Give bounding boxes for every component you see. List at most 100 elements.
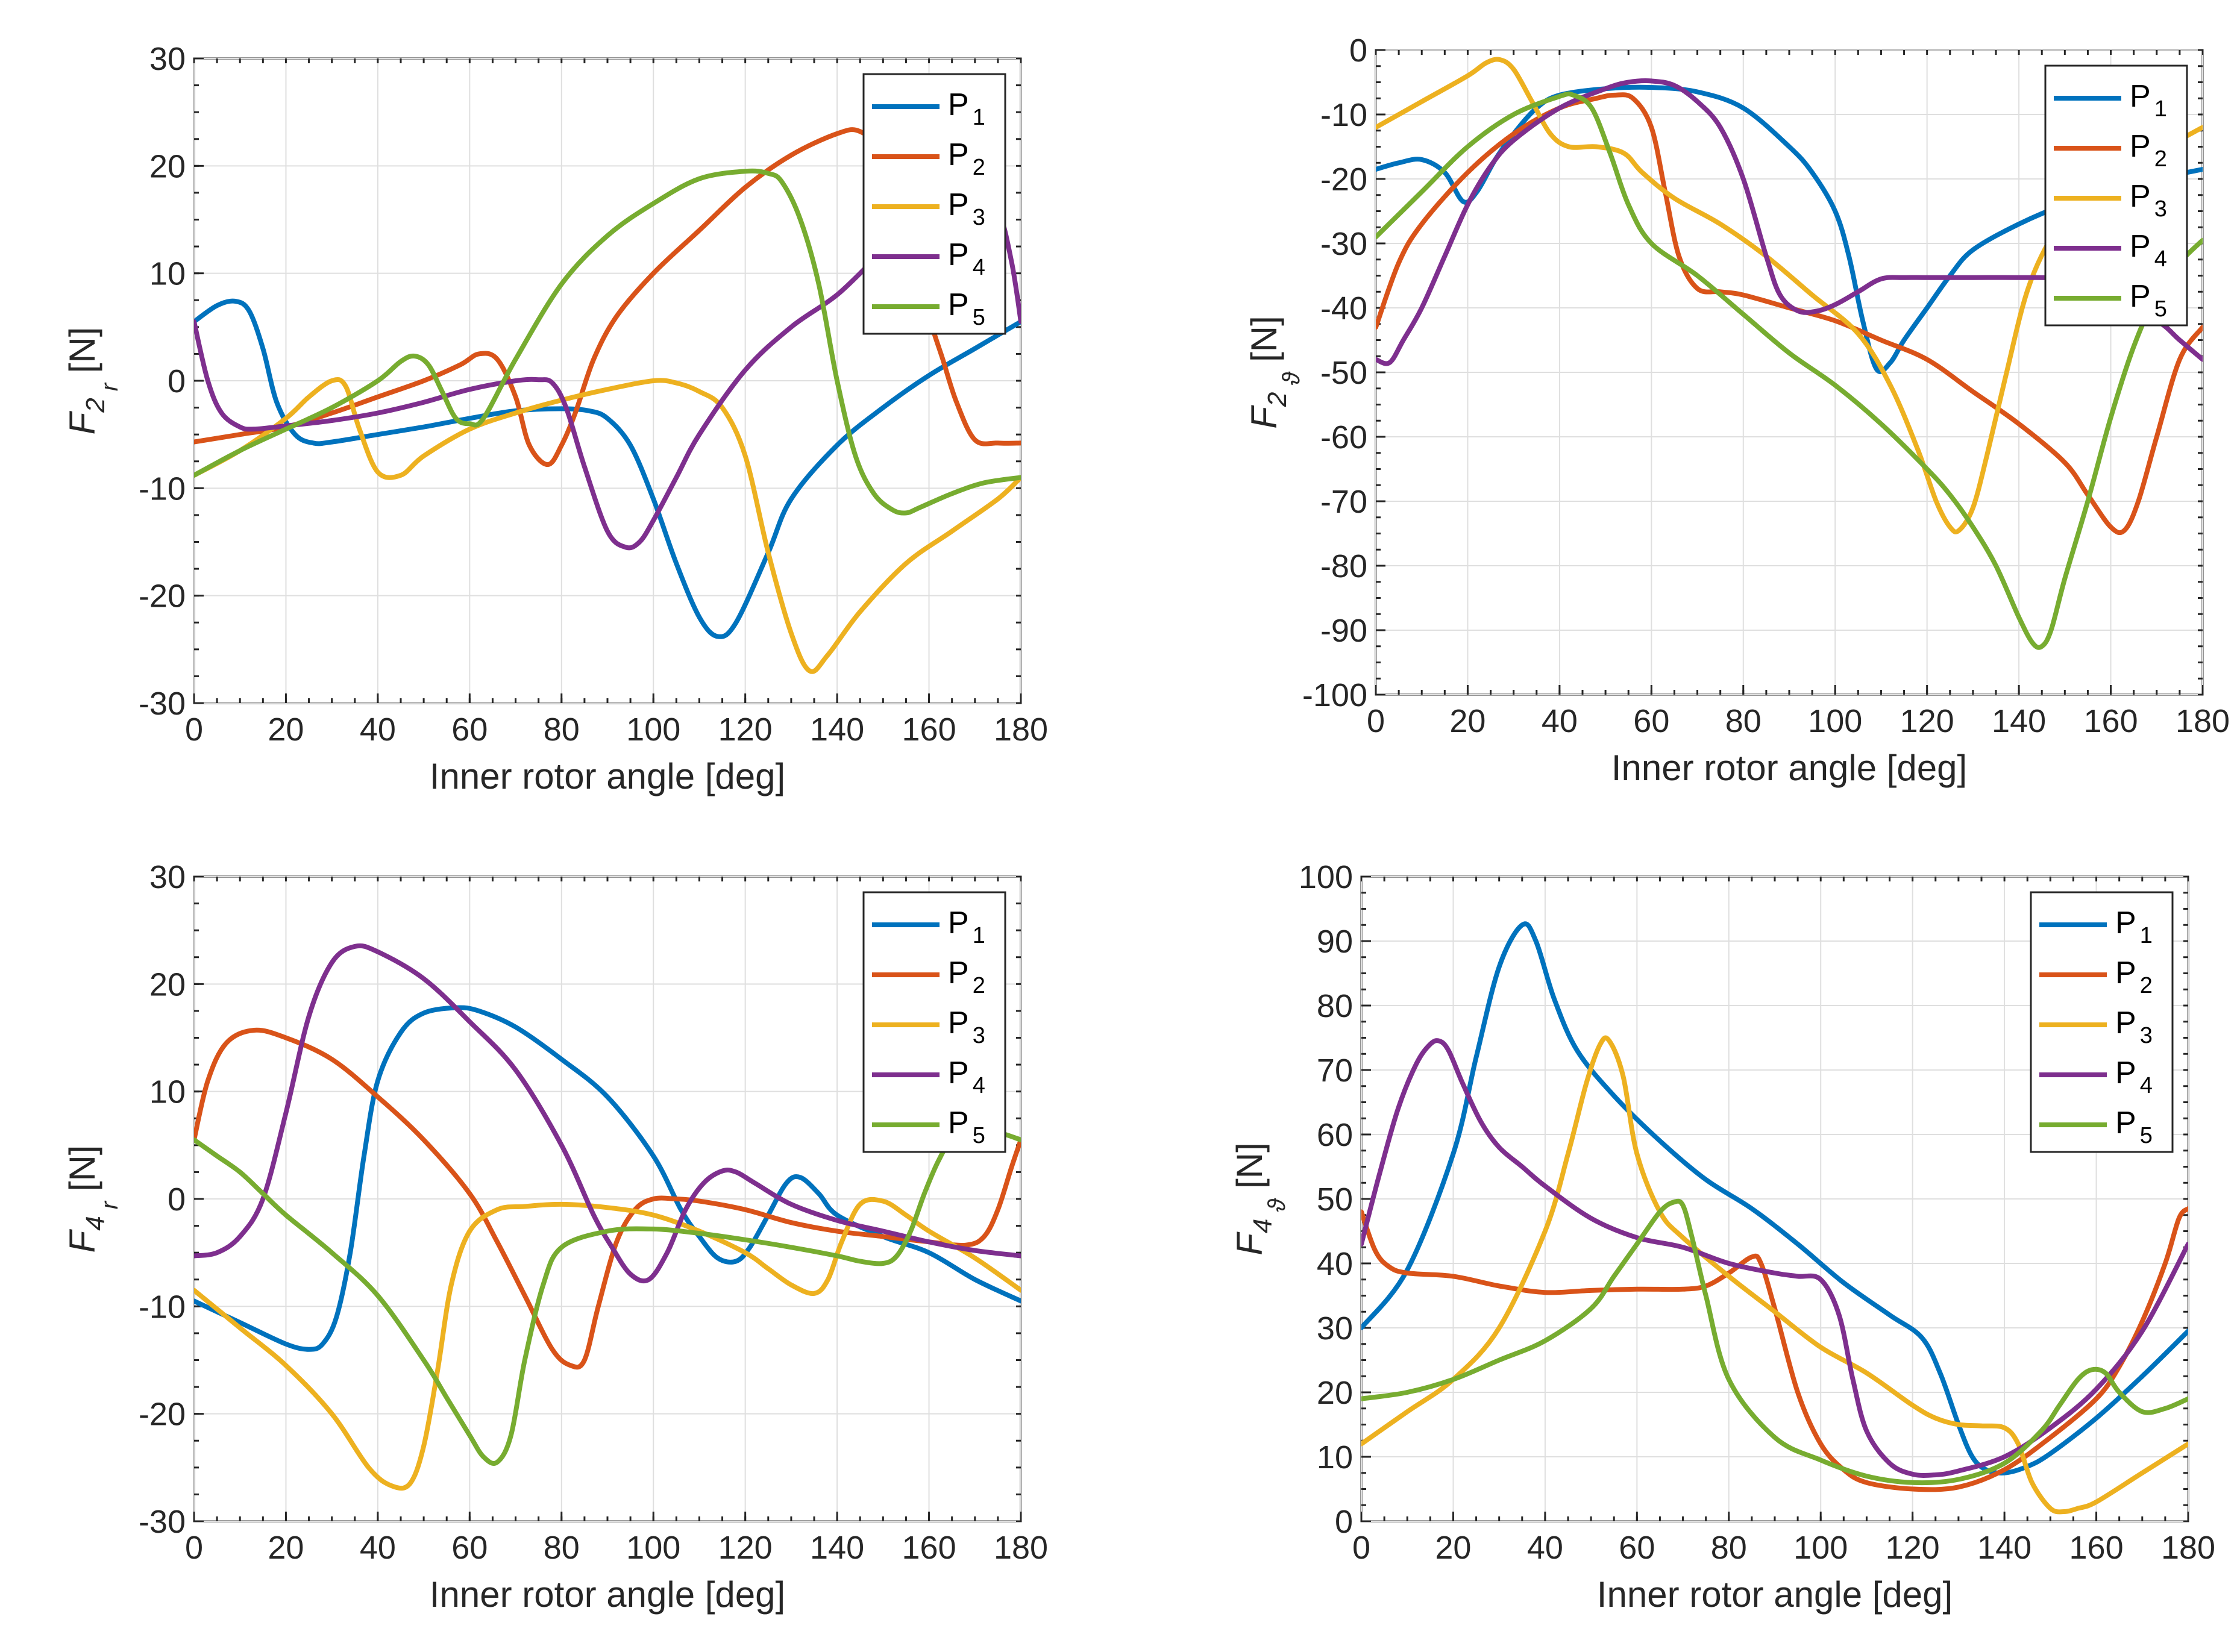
x-tick-label: 120	[1900, 703, 1954, 739]
legend-label-sub: 3	[2154, 196, 2167, 222]
x-tick-label: 40	[360, 1530, 396, 1566]
x-tick-label: 100	[1808, 703, 1862, 739]
y-label-sub1: 4	[1248, 1219, 1278, 1233]
series-line-p5	[1361, 1198, 2188, 1486]
x-tick-label: 40	[360, 712, 396, 748]
legend-label-main: P	[948, 1006, 969, 1040]
x-tick-label: 80	[1711, 1530, 1747, 1566]
x-tick-label: 80	[544, 1530, 580, 1566]
x-tick-label: 160	[902, 712, 956, 748]
legend-label-sub: 4	[2140, 1073, 2153, 1098]
x-tick-label: 0	[1367, 703, 1385, 739]
legend-label-sub: 3	[973, 1023, 985, 1048]
y-tick-label: 30	[149, 41, 186, 77]
series-line-p5	[194, 1126, 1021, 1466]
y-tick-label: 20	[149, 966, 186, 1003]
y-label-unit: [N]	[1244, 316, 1284, 372]
subplot-f4theta: 0 20 40 60 80 100 120 140 160 180 0 10 20 30 40 50 60 70 8…	[1229, 859, 2215, 1615]
x-tick-label: 0	[185, 1530, 203, 1566]
legend-label-main: P	[948, 137, 969, 172]
y-tick-label: -90	[1320, 613, 1367, 649]
series-line-p4	[1361, 1038, 2188, 1478]
legend-label-sub: 4	[973, 255, 985, 280]
y-tick-label: 0	[168, 1181, 186, 1218]
y-tick-label: -80	[1320, 548, 1367, 584]
legend: P 1P 2P 3P 4P 5	[862, 891, 1006, 1153]
legend-label-main: P	[948, 1106, 969, 1140]
y-tick-label: -20	[139, 1397, 186, 1433]
series-line-p2	[1376, 92, 2203, 536]
y-tick-label: 10	[1317, 1439, 1353, 1475]
x-tick-label: 0	[1352, 1530, 1370, 1566]
x-tick-label: 20	[1449, 703, 1485, 739]
series-line-p1	[1361, 921, 2188, 1475]
x-tick-label: 120	[1886, 1530, 1940, 1566]
series-line-p2	[1361, 1206, 2188, 1492]
legend-label-sub: 5	[973, 1123, 985, 1148]
y-tick-label: -30	[139, 686, 186, 722]
legend-label-main: P	[2115, 1106, 2136, 1140]
series-line-p1	[194, 298, 1021, 639]
legend-label-main: P	[948, 237, 969, 272]
series-group	[1361, 921, 2188, 1515]
legend-label-sub: 1	[973, 923, 985, 948]
series-line-p4	[194, 943, 1021, 1284]
y-tick-label: -10	[1320, 97, 1367, 133]
y-axis-label: F4 r [N]	[62, 1145, 123, 1253]
y-tick-label: 50	[1317, 1181, 1353, 1218]
legend-box	[862, 891, 1006, 1153]
x-tick-label: 100	[626, 712, 680, 748]
x-tick-label: 140	[810, 712, 864, 748]
series-line-p1	[1376, 84, 2203, 374]
legend-label-sub: 1	[2154, 96, 2167, 122]
x-tick-label: 80	[544, 712, 580, 748]
y-tick-label: -20	[139, 578, 186, 615]
y-label-sub1: 2	[81, 398, 110, 413]
legend: P 1P 2P 3P 4P 5	[862, 73, 1006, 335]
series-line-p5	[194, 168, 1021, 516]
y-label-unit: [N]	[1229, 1142, 1270, 1198]
x-tick-label: 20	[268, 712, 304, 748]
x-tick-label: 120	[718, 712, 773, 748]
x-tick-label: 140	[810, 1530, 864, 1566]
subplot-f4r: 0 20 40 60 80 100 120 140 160 180 -30 -20 -10 0 10 20 30…	[62, 859, 1048, 1615]
x-tick-label: 180	[994, 712, 1048, 748]
x-tick-label: 120	[718, 1530, 773, 1566]
y-tick-label: -70	[1320, 484, 1367, 520]
legend-label-main: P	[2115, 956, 2136, 990]
y-label-sub2: r	[96, 382, 123, 398]
y-axis-label: F2 ϑ [N]	[1244, 316, 1305, 429]
y-tick-label: 20	[149, 148, 186, 184]
x-axis-label: Inner rotor angle [deg]	[430, 1574, 785, 1615]
x-tick-label: 60	[451, 1530, 488, 1566]
subplot-f2theta: 0 20 40 60 80 100 120 140 160 180-100-90-80-70-60…	[1244, 33, 2230, 788]
x-tick-label: 140	[1977, 1530, 2031, 1566]
legend-label-main: P	[2130, 129, 2151, 164]
legend-label-sub: 4	[2154, 246, 2167, 272]
x-axis-label: Inner rotor angle [deg]	[1611, 748, 1967, 788]
x-tick-label: 0	[185, 712, 203, 748]
y-tick-label: -60	[1320, 419, 1367, 455]
legend-label-sub: 5	[2140, 1123, 2153, 1148]
legend-label-main: P	[2130, 179, 2151, 214]
y-tick-label: -30	[1320, 226, 1367, 262]
subplot-f2r: 0 20 40 60 80 100 120 140 160 180 -30 -20 -10 0 10 20 30…	[62, 41, 1048, 796]
legend-label-main: P	[948, 87, 969, 122]
x-tick-label: 140	[1992, 703, 2046, 739]
series-group	[194, 943, 1021, 1491]
y-label-symbol: F	[1244, 405, 1284, 429]
y-tick-label: 10	[149, 256, 186, 292]
y-tick-label: -10	[139, 471, 186, 507]
legend-label-sub: 3	[973, 205, 985, 230]
legend-label-sub: 1	[2140, 923, 2153, 948]
